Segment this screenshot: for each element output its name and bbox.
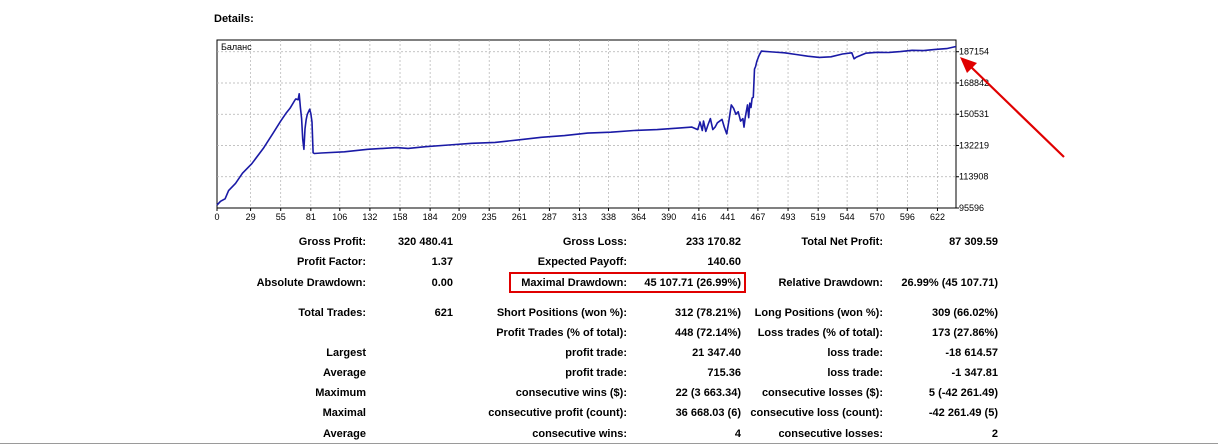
average-profit-label: profit trade:	[565, 367, 627, 379]
profit-trades-label: Profit Trades (% of total):	[496, 327, 627, 339]
y-tick-label: 132219	[959, 140, 989, 150]
average-profit-value: 715.36	[707, 367, 741, 379]
average-consecutive-label: Average	[322, 428, 366, 440]
expected-payoff-value: 140.60	[707, 256, 741, 268]
x-tick-label: 544	[840, 212, 855, 222]
x-tick-label: 287	[542, 212, 557, 222]
relative-drawdown-value: 26.99% (45 107.71)	[901, 277, 998, 289]
x-tick-label: 364	[631, 212, 646, 222]
profit-factor-value: 1.37	[431, 256, 453, 268]
y-tick-label: 150531	[959, 109, 989, 119]
x-tick-label: 596	[900, 212, 915, 222]
maximal-consecutive-profit-value: 36 668.03 (6)	[675, 407, 741, 419]
x-tick-label: 261	[512, 212, 527, 222]
plot-area	[216, 39, 957, 209]
total-trades-label: Total Trades:	[298, 307, 366, 319]
maximal-consecutive-loss-label: consecutive loss (count):	[750, 407, 883, 419]
profit-trades-value: 448 (72.14%)	[674, 327, 741, 339]
max-consecutive-wins-value: 22 (3 663.34)	[675, 387, 741, 399]
x-tick-labels: 0 29 55 81 106 132 158 184 209 235 261 287 313 338 364…	[214, 208, 945, 222]
largest-loss-label: loss trade:	[827, 347, 883, 359]
maximal-label: Maximal	[322, 407, 366, 419]
net-profit-value: 87 309.59	[949, 236, 998, 248]
red-arrow-annotation	[960, 57, 1065, 158]
largest-profit-value: 21 347.40	[692, 347, 741, 359]
x-tick-label: 106	[332, 212, 347, 222]
balance-line	[216, 45, 957, 206]
loss-trades-value: 173 (27.86%)	[931, 327, 998, 339]
avg-consecutive-wins-value: 4	[734, 428, 741, 440]
balance-line-group	[216, 45, 957, 206]
absolute-drawdown-label: Absolute Drawdown:	[256, 277, 366, 289]
avg-consecutive-wins-label: consecutive wins:	[532, 428, 627, 440]
long-positions-value: 309 (66.02%)	[931, 307, 998, 319]
details-title: Details:	[214, 13, 254, 25]
gross-loss-label: Gross Loss:	[562, 236, 627, 248]
x-tick-label: 81	[306, 212, 316, 222]
y-tick-label: 168842	[959, 78, 989, 88]
largest-profit-label: profit trade:	[565, 347, 627, 359]
bottom-divider	[0, 443, 1218, 444]
y-tick-label: 187154	[959, 47, 989, 57]
maximum-label: Maximum	[315, 387, 366, 399]
x-tick-label: 441	[720, 212, 735, 222]
maximal-drawdown-value: 45 107.71 (26.99%)	[644, 277, 741, 289]
y-tick-label: 113908	[959, 172, 988, 182]
x-tick-label: 158	[392, 212, 407, 222]
maximal-drawdown-highlight-box	[509, 272, 746, 293]
arrow-shaft	[969, 65, 1065, 158]
x-tick-label: 519	[811, 212, 826, 222]
gross-loss-value: 233 170.82	[685, 236, 741, 248]
long-positions-label: Long Positions (won %):	[754, 307, 883, 319]
largest-loss-value: -18 614.57	[945, 347, 998, 359]
x-tick-label: 0	[214, 212, 219, 222]
total-trades-value: 621	[434, 307, 453, 319]
short-positions-value: 312 (78.21%)	[674, 307, 741, 319]
x-tick-label: 313	[572, 212, 587, 222]
x-tick-label: 622	[930, 212, 945, 222]
absolute-drawdown-value: 0.00	[431, 277, 453, 289]
maximal-drawdown-label: Maximal Drawdown:	[521, 277, 627, 289]
profit-factor-label: Profit Factor:	[296, 256, 366, 268]
loss-trades-label: Loss trades (% of total):	[757, 327, 883, 339]
maximal-consecutive-profit-label: consecutive profit (count):	[488, 407, 627, 419]
arrow-head	[960, 57, 977, 73]
max-consecutive-losses-label: consecutive losses ($):	[761, 387, 883, 399]
maximal-consecutive-loss-value: -42 261.49 (5)	[928, 407, 998, 419]
avg-consecutive-losses-value: 2	[991, 428, 998, 440]
x-tick-label: 29	[246, 212, 256, 222]
x-tick-label: 338	[601, 212, 616, 222]
x-tick-label: 132	[362, 212, 377, 222]
legend-label: Баланс	[221, 42, 252, 52]
average-label: Average	[322, 367, 366, 379]
x-tick-label: 209	[452, 212, 467, 222]
max-consecutive-losses-value: 5 (-42 261.49)	[928, 387, 998, 399]
chart-grid	[217, 40, 956, 208]
y-tick-label: 95596	[959, 203, 984, 213]
x-tick-label: 235	[482, 212, 497, 222]
chart-frame	[216, 39, 957, 209]
x-tick-label: 55	[276, 212, 286, 222]
gross-profit-label: Gross Profit:	[298, 236, 366, 248]
average-loss-value: -1 347.81	[951, 367, 998, 379]
x-tick-label: 467	[750, 212, 765, 222]
max-consecutive-wins-label: consecutive wins ($):	[515, 387, 627, 399]
avg-consecutive-losses-label: consecutive losses:	[778, 428, 883, 440]
average-loss-label: loss trade:	[827, 367, 883, 379]
x-tick-label: 390	[661, 212, 676, 222]
gross-profit-value: 320 480.41	[397, 236, 453, 248]
x-tick-label: 184	[423, 212, 438, 222]
net-profit-label: Total Net Profit:	[801, 236, 883, 248]
relative-drawdown-label: Relative Drawdown:	[778, 277, 883, 289]
x-tick-label: 416	[691, 212, 706, 222]
y-tick-labels: 95596 113908 132219 150531 168842 187154	[956, 47, 989, 213]
x-tick-label: 570	[870, 212, 885, 222]
short-positions-label: Short Positions (won %):	[496, 307, 627, 319]
x-tick-label: 493	[781, 212, 796, 222]
largest-label: Largest	[326, 347, 366, 359]
expected-payoff-label: Expected Payoff:	[537, 256, 627, 268]
